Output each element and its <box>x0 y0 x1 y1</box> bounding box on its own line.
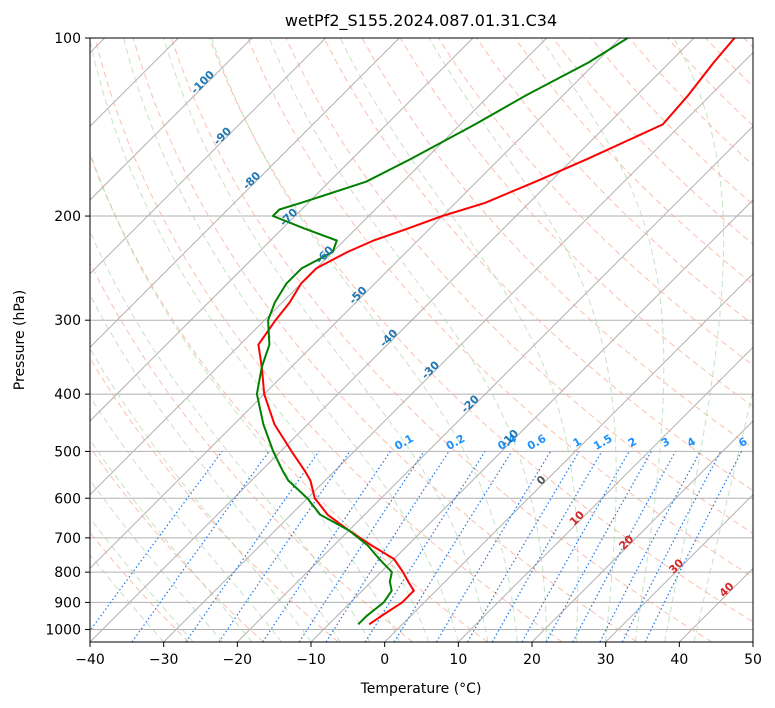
dry-adiabat <box>94 38 563 642</box>
x-tick-label: 0 <box>380 652 389 668</box>
mixing-ratio-line <box>325 451 450 642</box>
moist-adiabat <box>90 347 312 642</box>
dry-adiabat <box>132 38 638 642</box>
y-tick-label: 200 <box>54 209 81 225</box>
moist-adiabat <box>123 38 459 642</box>
moist-adiabat <box>268 38 548 642</box>
moist-adiabat <box>693 388 753 642</box>
moist-adiabat <box>163 38 489 642</box>
mixing-ratio-line <box>393 451 513 642</box>
isotherm-gridline <box>90 38 474 422</box>
y-tick-label: 300 <box>54 313 81 329</box>
mixing-ratio-line <box>218 451 351 642</box>
isotherm-gridline <box>384 272 753 642</box>
isotherm-gridline <box>605 493 753 642</box>
x-tick-label: −10 <box>296 652 326 668</box>
isotherm-gridline <box>163 51 753 642</box>
mixing-ratio-line <box>131 451 270 642</box>
isotherm-gridline <box>90 38 621 570</box>
y-tick-label: 1000 <box>45 622 81 638</box>
moist-adiabat <box>90 293 341 642</box>
y-tick-label: 600 <box>54 491 81 507</box>
moist-adiabat <box>90 517 194 642</box>
dewpoint-profile-line <box>255 38 629 626</box>
isotherm-gridline <box>90 38 695 642</box>
isotherm-gridline <box>90 38 327 275</box>
x-tick-label: −30 <box>149 652 179 668</box>
mixing-ratio-line <box>185 451 320 642</box>
isotherm-gridline <box>90 38 548 496</box>
mixing-ratio-line <box>545 451 652 642</box>
moist-adiabat <box>90 479 223 642</box>
profile-lines <box>255 38 736 626</box>
moist-adiabat <box>339 38 579 642</box>
moist-adiabat <box>90 230 371 642</box>
mixing-ratio-line <box>572 451 677 642</box>
dry-adiabat <box>90 446 264 642</box>
mixing-ratio-line <box>298 451 425 642</box>
moist-adiabat <box>90 38 430 642</box>
y-axis-title: Pressure (hPa) <box>12 290 28 390</box>
mixing-ratio-line <box>521 451 630 642</box>
mixing-ratio-line <box>262 451 391 642</box>
moist-adiabat <box>428 38 617 642</box>
mixing-ratio-line <box>644 451 743 642</box>
y-tick-label: 900 <box>54 595 81 611</box>
y-tick-label: 700 <box>54 531 81 547</box>
y-tick-label: 400 <box>54 387 81 403</box>
x-axis: −40 −30 −20 −10 0 10 20 30 40 50 <box>75 642 762 668</box>
x-tick-label: 20 <box>523 652 541 668</box>
y-tick-label: 500 <box>54 444 81 460</box>
y-tick-label: 800 <box>54 565 81 581</box>
x-axis-title: Temperature (°C) <box>360 681 482 697</box>
moist-adiabat <box>210 38 518 642</box>
dry-adiabat <box>247 38 753 578</box>
isotherm-gridline <box>236 125 753 642</box>
x-tick-label: −20 <box>223 652 253 668</box>
moist-adiabat <box>90 151 400 642</box>
mixing-ratio-line <box>90 451 223 632</box>
plot-frame <box>89 37 754 643</box>
moist-adiabat <box>90 395 282 642</box>
dry-adiabat <box>209 38 753 623</box>
y-tick-label: 100 <box>54 31 81 47</box>
y-axis: 100 200 300 400 500 600 700 800 900 1000 <box>45 31 90 638</box>
dry-adiabat <box>90 357 339 642</box>
x-tick-label: −40 <box>75 652 105 668</box>
dry-adiabat <box>90 261 414 642</box>
moist-adiabat <box>664 38 725 642</box>
x-tick-label: 30 <box>597 652 615 668</box>
isotherm-gridline <box>531 420 753 642</box>
isotherm-gridline <box>90 38 400 349</box>
dry-adiabat <box>285 38 753 535</box>
dry-adiabat <box>476 38 753 326</box>
thermo-background-lines <box>90 38 753 642</box>
x-tick-label: 40 <box>670 652 688 668</box>
x-tick-label: 10 <box>449 652 467 668</box>
mixing-ratio-line <box>621 451 722 642</box>
dry-adiabat <box>323 38 753 492</box>
isotherm-gridline <box>457 346 753 642</box>
x-tick-label: 50 <box>744 652 762 668</box>
dry-adiabat <box>170 38 712 642</box>
moist-adiabat <box>90 438 253 642</box>
dry-adiabat <box>514 38 753 285</box>
chart-title: wetPf2_S155.2024.087.01.31.C34 <box>285 11 557 31</box>
isotherm-gridline <box>90 38 253 201</box>
moist-adiabat <box>540 38 665 642</box>
moist-adiabat <box>90 553 165 642</box>
